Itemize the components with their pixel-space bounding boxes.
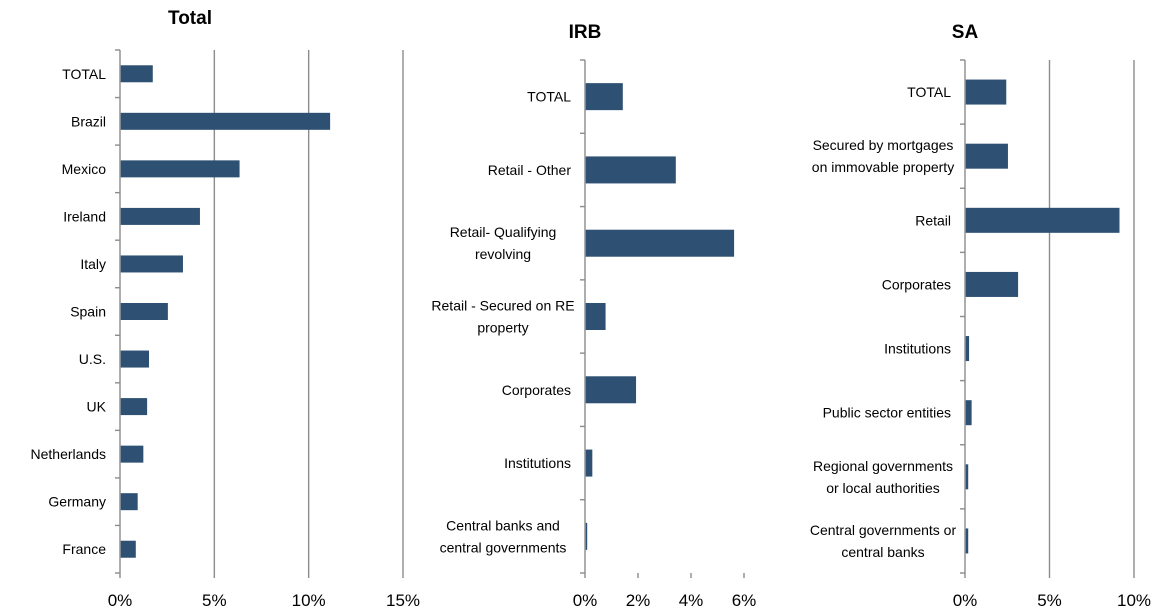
bar [120,255,183,273]
category-label: TOTAL [907,84,951,100]
bar [585,303,606,330]
category-label: Regional governments [813,458,953,474]
bar [120,160,240,178]
chart-panel-total: Total 0% 5% 10% 15% TOTAL Brazil Mexico Ireland I… [31,8,421,610]
chart-title: IRB [569,22,602,43]
bar [120,540,136,558]
category-label: TOTAL [527,89,571,105]
bar [585,83,623,111]
bar [120,112,331,130]
category-label: central governments [440,539,567,555]
category-label: central banks [841,544,924,560]
chart-title: SA [952,22,979,43]
chart-panel-irb: IRB 0% 2% 4% 6% TOTAL Retail - Other Retail- Qu… [431,22,756,610]
category-label: on immovable property [812,159,954,175]
tick-label: 4% [679,591,704,610]
bar [585,376,637,404]
tick-label: 6% [732,591,757,610]
tick-label: 2% [626,591,651,610]
category-label: Central governments or [810,522,957,538]
tick-label: 0% [953,591,978,610]
bar [965,336,970,362]
category-label: Institutions [884,341,951,357]
category-label: property [477,320,528,336]
category-label: TOTAL [62,66,106,82]
category-label: Corporates [502,382,571,398]
category-label: Central banks and [446,517,560,533]
bar [120,65,153,83]
chart-title: Total [168,8,212,29]
category-label: Corporates [882,276,951,292]
bar [585,449,593,477]
tick-label: 5% [1037,591,1062,610]
tick-label: 0% [573,591,598,610]
category-label: Public sector entities [823,405,951,421]
category-label: Retail - Secured on RE [431,298,574,314]
category-label: France [62,541,106,557]
category-label: Retail- Qualifying [450,224,557,240]
category-label: Retail [915,212,951,228]
bar [585,229,735,257]
bar [120,303,168,320]
category-label: Italy [80,256,106,272]
category-label: Ireland [63,208,106,224]
tick-label: 0% [108,591,133,610]
category-label: Institutions [504,455,571,471]
bar [965,464,969,490]
category-label: Retail - Other [488,162,572,178]
category-label: Netherlands [31,446,107,462]
category-label: revolving [475,246,531,262]
bar [120,398,148,416]
tick-label: 15% [386,591,420,610]
category-label: Secured by mortgages [813,137,954,153]
bar [120,493,138,511]
bar [965,207,1120,233]
bar [965,79,1007,105]
category-label: Brazil [71,113,106,129]
bar [965,528,969,554]
category-label: or local authorities [826,480,940,496]
bar [965,271,1019,297]
bar [585,156,676,184]
chart-panel-sa: SA 0% 5% 10% TOTAL Secured by mortgages on imm… [810,22,1151,610]
tick-label: 10% [1117,591,1151,610]
category-label: Spain [70,304,106,320]
category-label: U.S. [79,351,106,367]
bar [120,350,149,368]
tick-label: 5% [202,591,227,610]
bar [965,400,972,426]
bar [585,522,588,550]
tick-label: 10% [292,591,326,610]
bar [120,445,144,463]
category-label: Germany [48,494,106,510]
category-label: Mexico [62,161,107,177]
category-label: UK [87,399,107,415]
bar [965,143,1008,169]
bar [120,207,200,225]
